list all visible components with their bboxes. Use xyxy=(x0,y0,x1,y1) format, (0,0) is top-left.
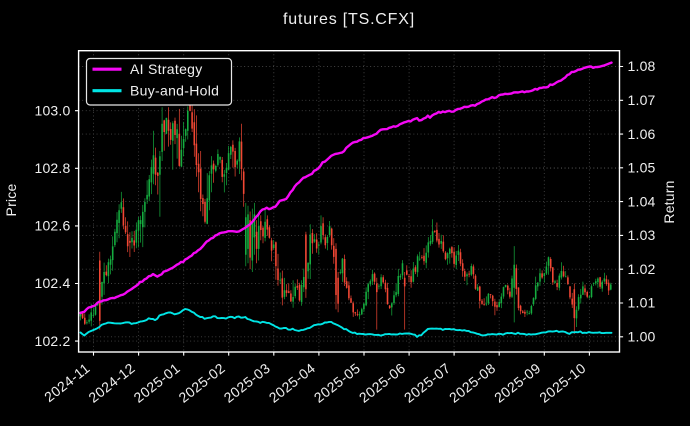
svg-text:1.02: 1.02 xyxy=(628,261,656,277)
svg-text:1.00: 1.00 xyxy=(628,329,656,345)
svg-text:1.01: 1.01 xyxy=(628,295,656,311)
svg-text:Price: Price xyxy=(3,184,19,217)
svg-text:futures [TS.CFX]: futures [TS.CFX] xyxy=(283,11,415,28)
svg-text:1.04: 1.04 xyxy=(628,193,656,209)
svg-text:1.06: 1.06 xyxy=(628,126,656,142)
svg-text:1.03: 1.03 xyxy=(628,227,656,243)
svg-text:Return: Return xyxy=(661,180,677,223)
svg-text:1.07: 1.07 xyxy=(628,92,656,108)
svg-text:102.6: 102.6 xyxy=(34,218,70,234)
svg-text:AI Strategy: AI Strategy xyxy=(130,61,203,77)
svg-text:102.2: 102.2 xyxy=(34,333,70,349)
svg-text:1.05: 1.05 xyxy=(628,160,656,176)
svg-text:102.4: 102.4 xyxy=(34,275,70,291)
svg-text:1.08: 1.08 xyxy=(628,58,656,74)
svg-text:102.8: 102.8 xyxy=(34,160,70,176)
svg-text:103.0: 103.0 xyxy=(34,102,70,118)
svg-text:Buy-and-Hold: Buy-and-Hold xyxy=(130,82,219,98)
